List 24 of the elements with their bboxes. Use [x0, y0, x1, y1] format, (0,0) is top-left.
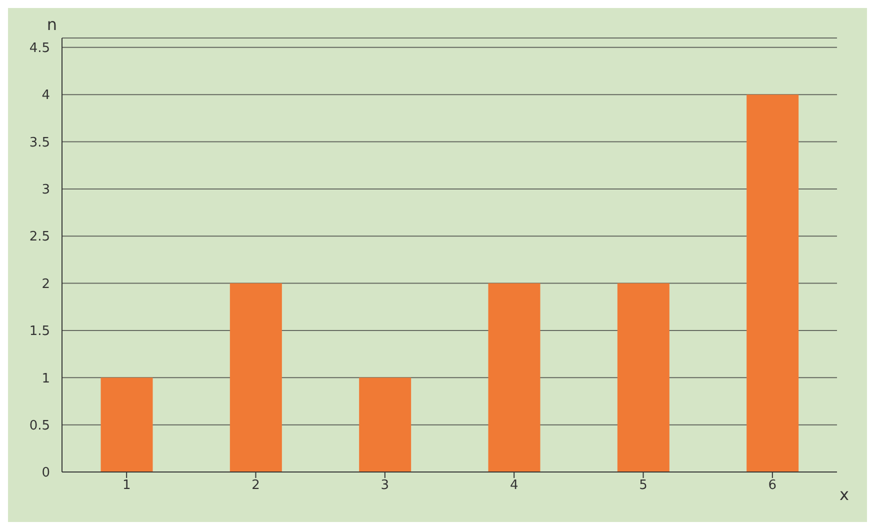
- x-tick-label: 6: [768, 478, 777, 494]
- y-tick-label: 1.5: [29, 324, 50, 340]
- bar: [617, 283, 670, 472]
- x-tick-label: 2: [252, 478, 260, 494]
- x-axis-title: x: [840, 485, 849, 504]
- y-tick-label: 3: [42, 182, 50, 198]
- y-tick-label: 4.5: [29, 41, 50, 56]
- y-tick-label: 0: [42, 466, 50, 481]
- y-tick-label: 4: [42, 88, 50, 104]
- x-tick-label: 3: [380, 478, 390, 494]
- y-tick-label: 2.5: [29, 230, 50, 245]
- bar: [100, 378, 153, 472]
- bar: [359, 378, 412, 472]
- y-tick-label: 1: [42, 371, 50, 386]
- y-tick-label: 3.5: [29, 135, 50, 150]
- bar: [230, 283, 282, 472]
- y-axis-title: n: [46, 15, 58, 34]
- x-tick-label: 1: [122, 478, 131, 494]
- y-tick-label: 2: [42, 276, 50, 292]
- y-tick-label: 0.5: [29, 418, 50, 434]
- bar: [488, 283, 540, 472]
- bar: [746, 94, 799, 472]
- x-tick-label: 5: [639, 478, 648, 494]
- x-tick-label: 4: [510, 478, 518, 494]
